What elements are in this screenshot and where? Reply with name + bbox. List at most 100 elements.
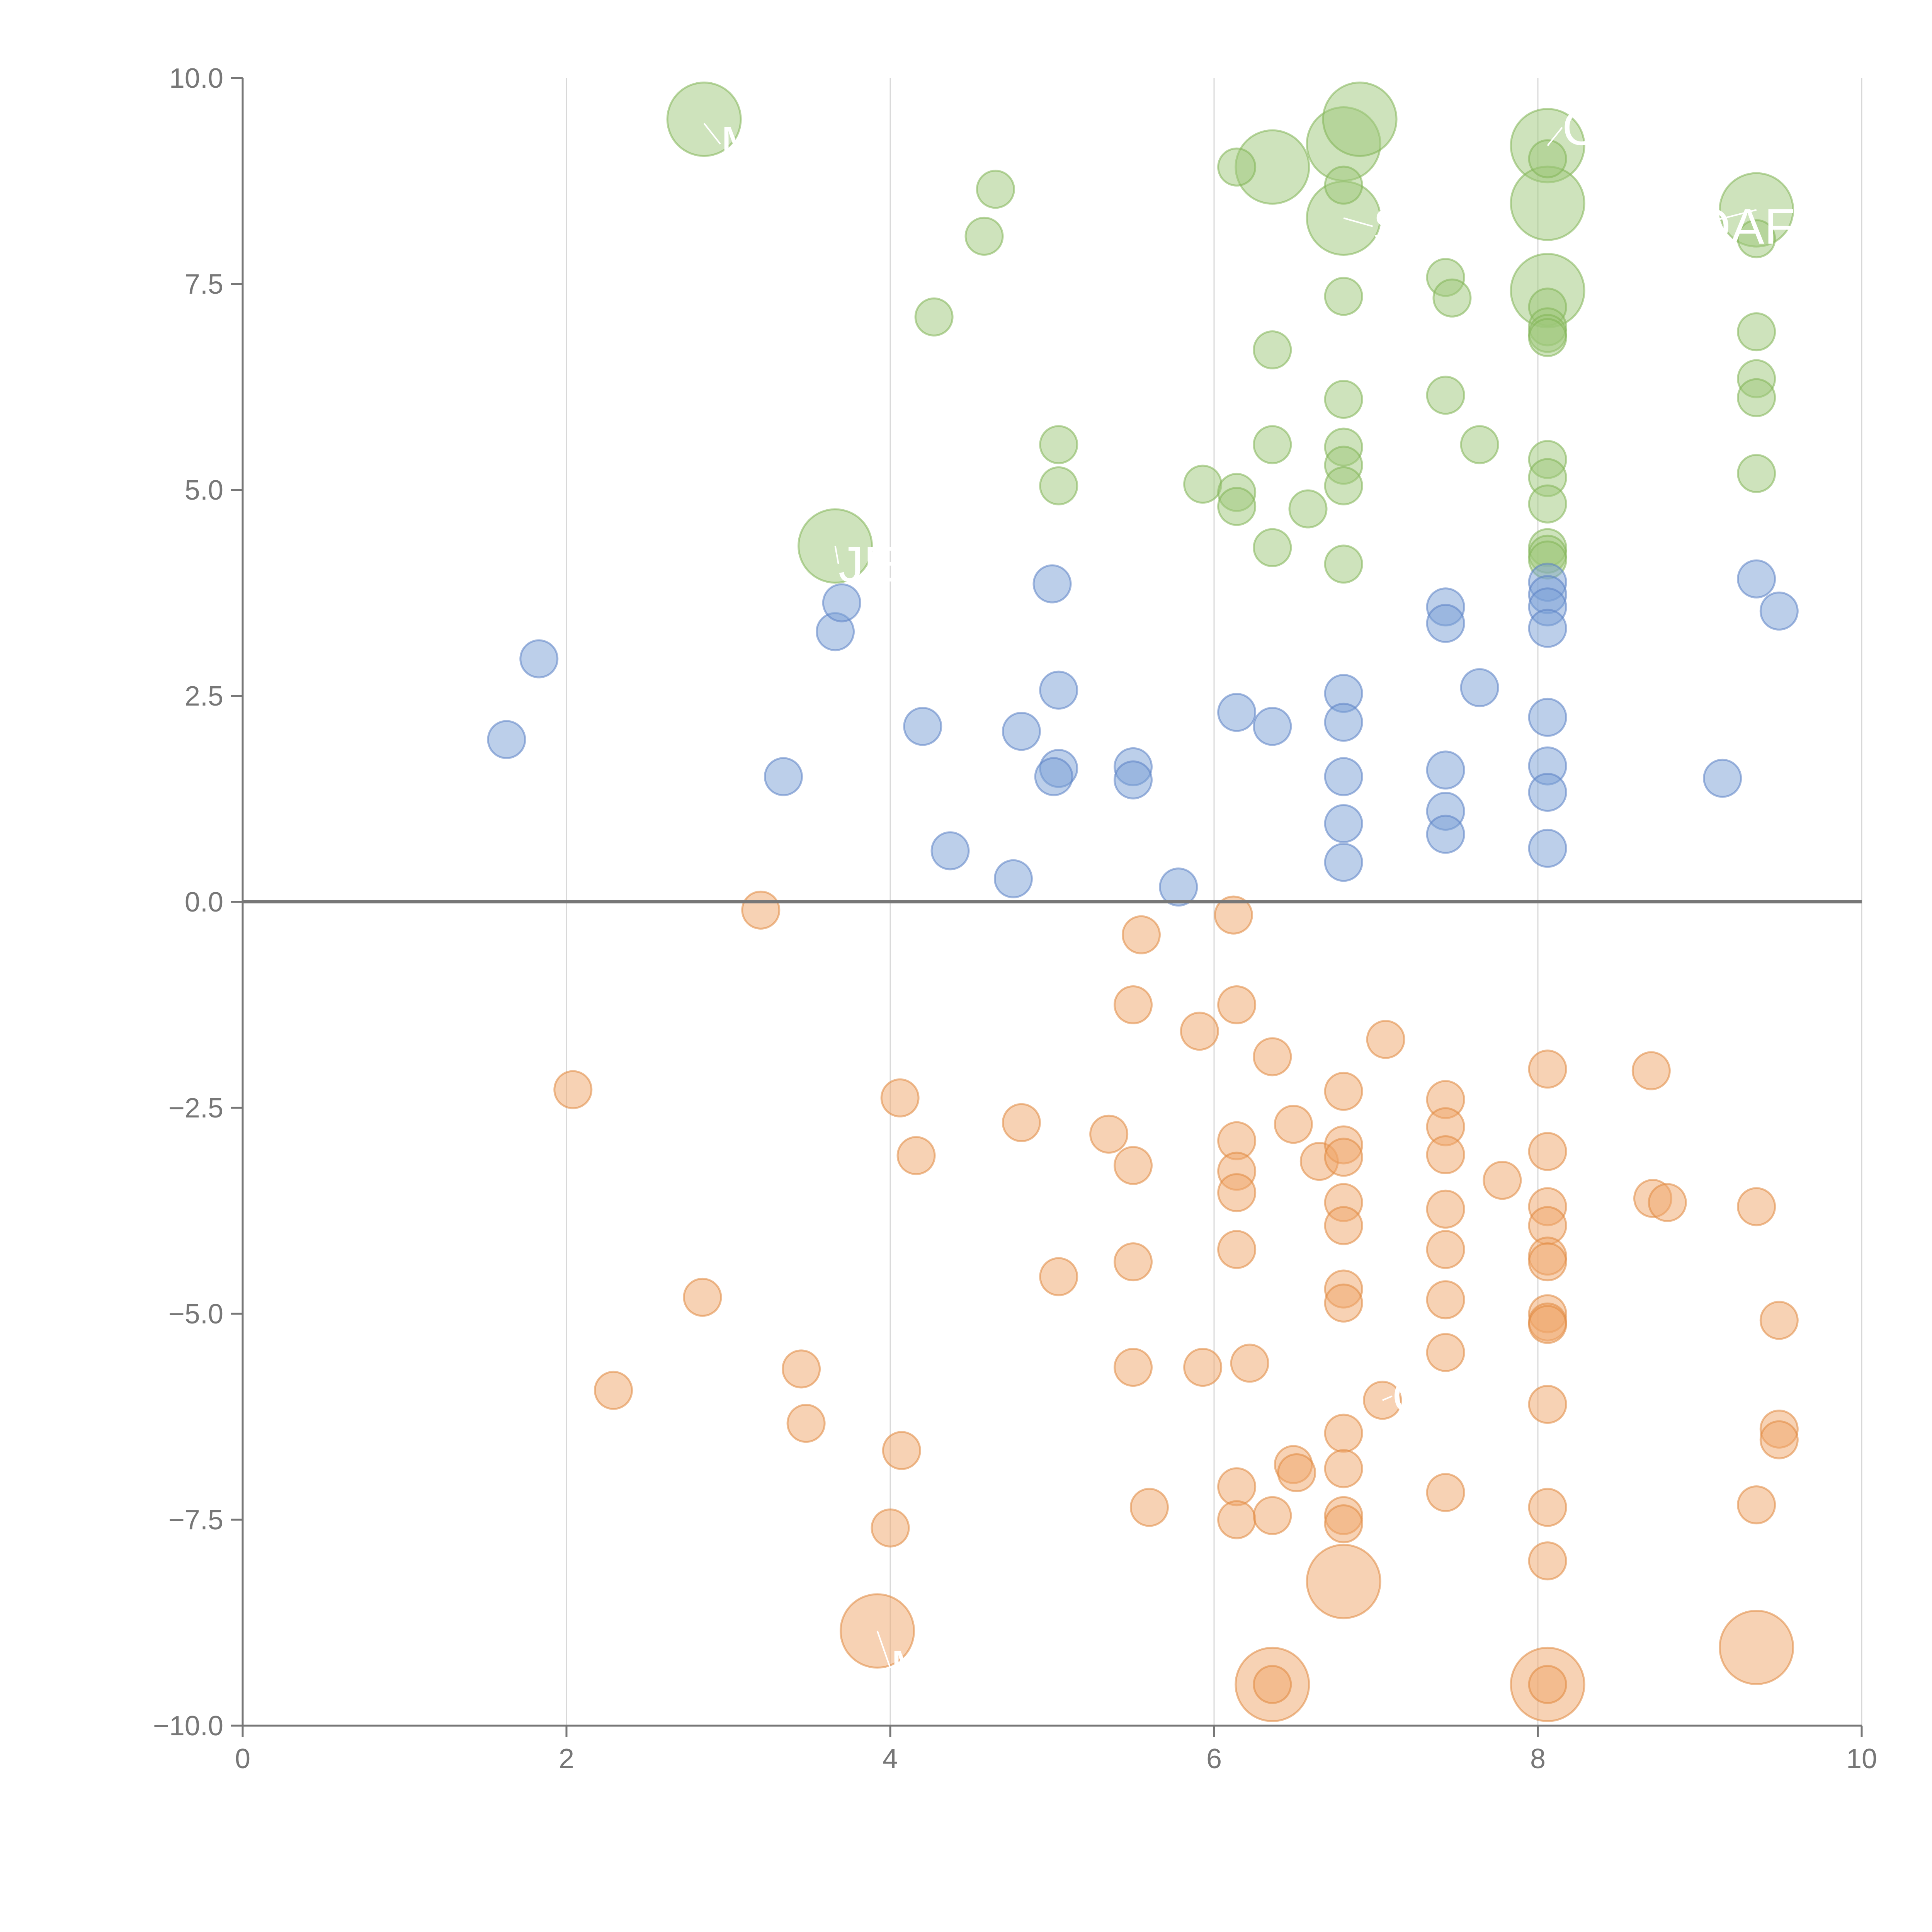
- blue-bubble: [1426, 750, 1465, 790]
- blue-bubble: [519, 639, 559, 679]
- orange-bubble: [1426, 1473, 1465, 1512]
- orange-bubble: [1737, 1485, 1776, 1525]
- orange-bubble: [1324, 1283, 1363, 1323]
- y-tick-label: −2.5: [168, 1093, 223, 1124]
- green-bubble: [1324, 544, 1363, 584]
- blue-bubble: [1528, 828, 1567, 868]
- green-bubble: [1322, 82, 1398, 157]
- orange-bubble: [1253, 1037, 1292, 1077]
- green-bubble: [976, 170, 1015, 209]
- y-tick-label: 7.5: [185, 269, 223, 300]
- blue-bubble: [993, 859, 1033, 898]
- orange-bubble: [1324, 1504, 1363, 1544]
- orange-bubble: [1528, 1385, 1567, 1424]
- orange-bubble: [1277, 1453, 1316, 1492]
- orange-bubble: [1426, 1135, 1465, 1175]
- label-leader-line: [1691, 209, 1757, 227]
- orange-bubble: [1324, 1206, 1363, 1245]
- orange-bubble: [1183, 1348, 1223, 1387]
- blue-bubble: [764, 757, 803, 796]
- green-bubble: [1253, 528, 1292, 567]
- axis-layer: 0 2 4 6 8 10 −10.0 −7.5 −5.0 −2.5 0.0 2.5 5.0 7.5 10.0: [153, 63, 1877, 1774]
- orange-bubble: [1483, 1161, 1522, 1200]
- y-tick-label: −5.0: [168, 1299, 223, 1330]
- green-bubble: [1253, 425, 1292, 464]
- green-bubble: [1217, 147, 1257, 187]
- y-tick-label: −10.0: [153, 1711, 223, 1742]
- green-bubble: [1288, 489, 1328, 529]
- green-bubble: [1217, 487, 1257, 526]
- green-bubble: [1737, 454, 1776, 493]
- orange-bubble: [1528, 1488, 1567, 1527]
- blue-bubble: [930, 831, 970, 871]
- green-bubble: [1039, 466, 1078, 505]
- orange-bubble: [1217, 1467, 1257, 1507]
- orange-bubble: [1719, 1609, 1794, 1685]
- bubble-label: JE: [838, 536, 897, 592]
- orange-bubble: [1426, 1280, 1465, 1320]
- bubble-label: ON: [1392, 1368, 1468, 1424]
- blue-bubble: [1217, 693, 1257, 732]
- x-tick-label: 0: [235, 1743, 250, 1774]
- orange-bubble: [741, 890, 781, 930]
- orange-bubble: [1324, 1413, 1363, 1453]
- green-bubble: [1324, 466, 1363, 505]
- bubble-layer: [487, 82, 1799, 1722]
- orange-bubble: [1230, 1344, 1269, 1383]
- label-leader-line: [876, 1631, 891, 1668]
- orange-bubble: [1129, 1488, 1169, 1527]
- orange-bubble: [1366, 1020, 1405, 1059]
- blue-bubble: [1528, 772, 1567, 812]
- bubble-label: OAF: [1692, 198, 1795, 255]
- blue-bubble: [1324, 843, 1363, 882]
- blue-bubble: [1002, 712, 1041, 751]
- orange-bubble: [1759, 1301, 1799, 1340]
- x-tick-label: 6: [1206, 1743, 1222, 1774]
- orange-bubble: [553, 1070, 593, 1109]
- orange-bubble: [1274, 1105, 1313, 1144]
- blue-bubble: [1324, 757, 1363, 796]
- orange-bubble: [1324, 1071, 1363, 1111]
- green-bubble: [964, 216, 1004, 256]
- green-bubble: [666, 82, 742, 157]
- blue-bubble: [1426, 815, 1465, 854]
- green-bubble: [1039, 425, 1078, 464]
- orange-bubble: [1217, 1173, 1257, 1213]
- y-tick-label: 10.0: [169, 63, 223, 94]
- bubble-label: S: [1373, 198, 1406, 255]
- green-bubble: [1183, 464, 1223, 504]
- orange-bubble: [1426, 1189, 1465, 1229]
- orange-bubble: [1528, 1049, 1567, 1089]
- green-bubble: [1324, 379, 1363, 419]
- green-bubble: [1737, 378, 1776, 417]
- orange-bubble: [1324, 1449, 1363, 1488]
- green-bubble: [1737, 312, 1776, 352]
- orange-bubble: [1306, 1544, 1381, 1619]
- x-tick-label: 8: [1530, 1743, 1546, 1774]
- orange-bubble: [1089, 1114, 1129, 1154]
- orange-bubble: [1759, 1420, 1799, 1459]
- label-leader-line: [834, 546, 839, 565]
- blue-bubble: [1759, 591, 1799, 631]
- blue-bubble: [1324, 702, 1363, 742]
- label-layer: M S OAF C JE M ON: [703, 99, 1795, 1696]
- bubble-label: M: [890, 1640, 932, 1696]
- blue-bubble: [1737, 559, 1776, 599]
- blue-bubble: [1034, 757, 1073, 796]
- orange-bubble: [1253, 1665, 1292, 1704]
- y-tick-label: 5.0: [185, 475, 223, 506]
- orange-bubble: [1002, 1103, 1041, 1142]
- green-bubble: [1528, 318, 1567, 357]
- orange-bubble: [1528, 1541, 1567, 1581]
- x-tick-label: 4: [883, 1743, 898, 1774]
- green-bubble: [1324, 277, 1363, 316]
- orange-bubble: [896, 1136, 936, 1175]
- y-tick-label: 2.5: [185, 681, 223, 712]
- orange-bubble: [786, 1404, 826, 1443]
- label-leader-line: [1547, 127, 1563, 146]
- blue-bubble: [1324, 804, 1363, 843]
- label-leader-line: [1343, 217, 1373, 227]
- orange-bubble: [1528, 1305, 1567, 1344]
- blue-bubble: [903, 707, 942, 746]
- orange-bubble: [1180, 1012, 1219, 1051]
